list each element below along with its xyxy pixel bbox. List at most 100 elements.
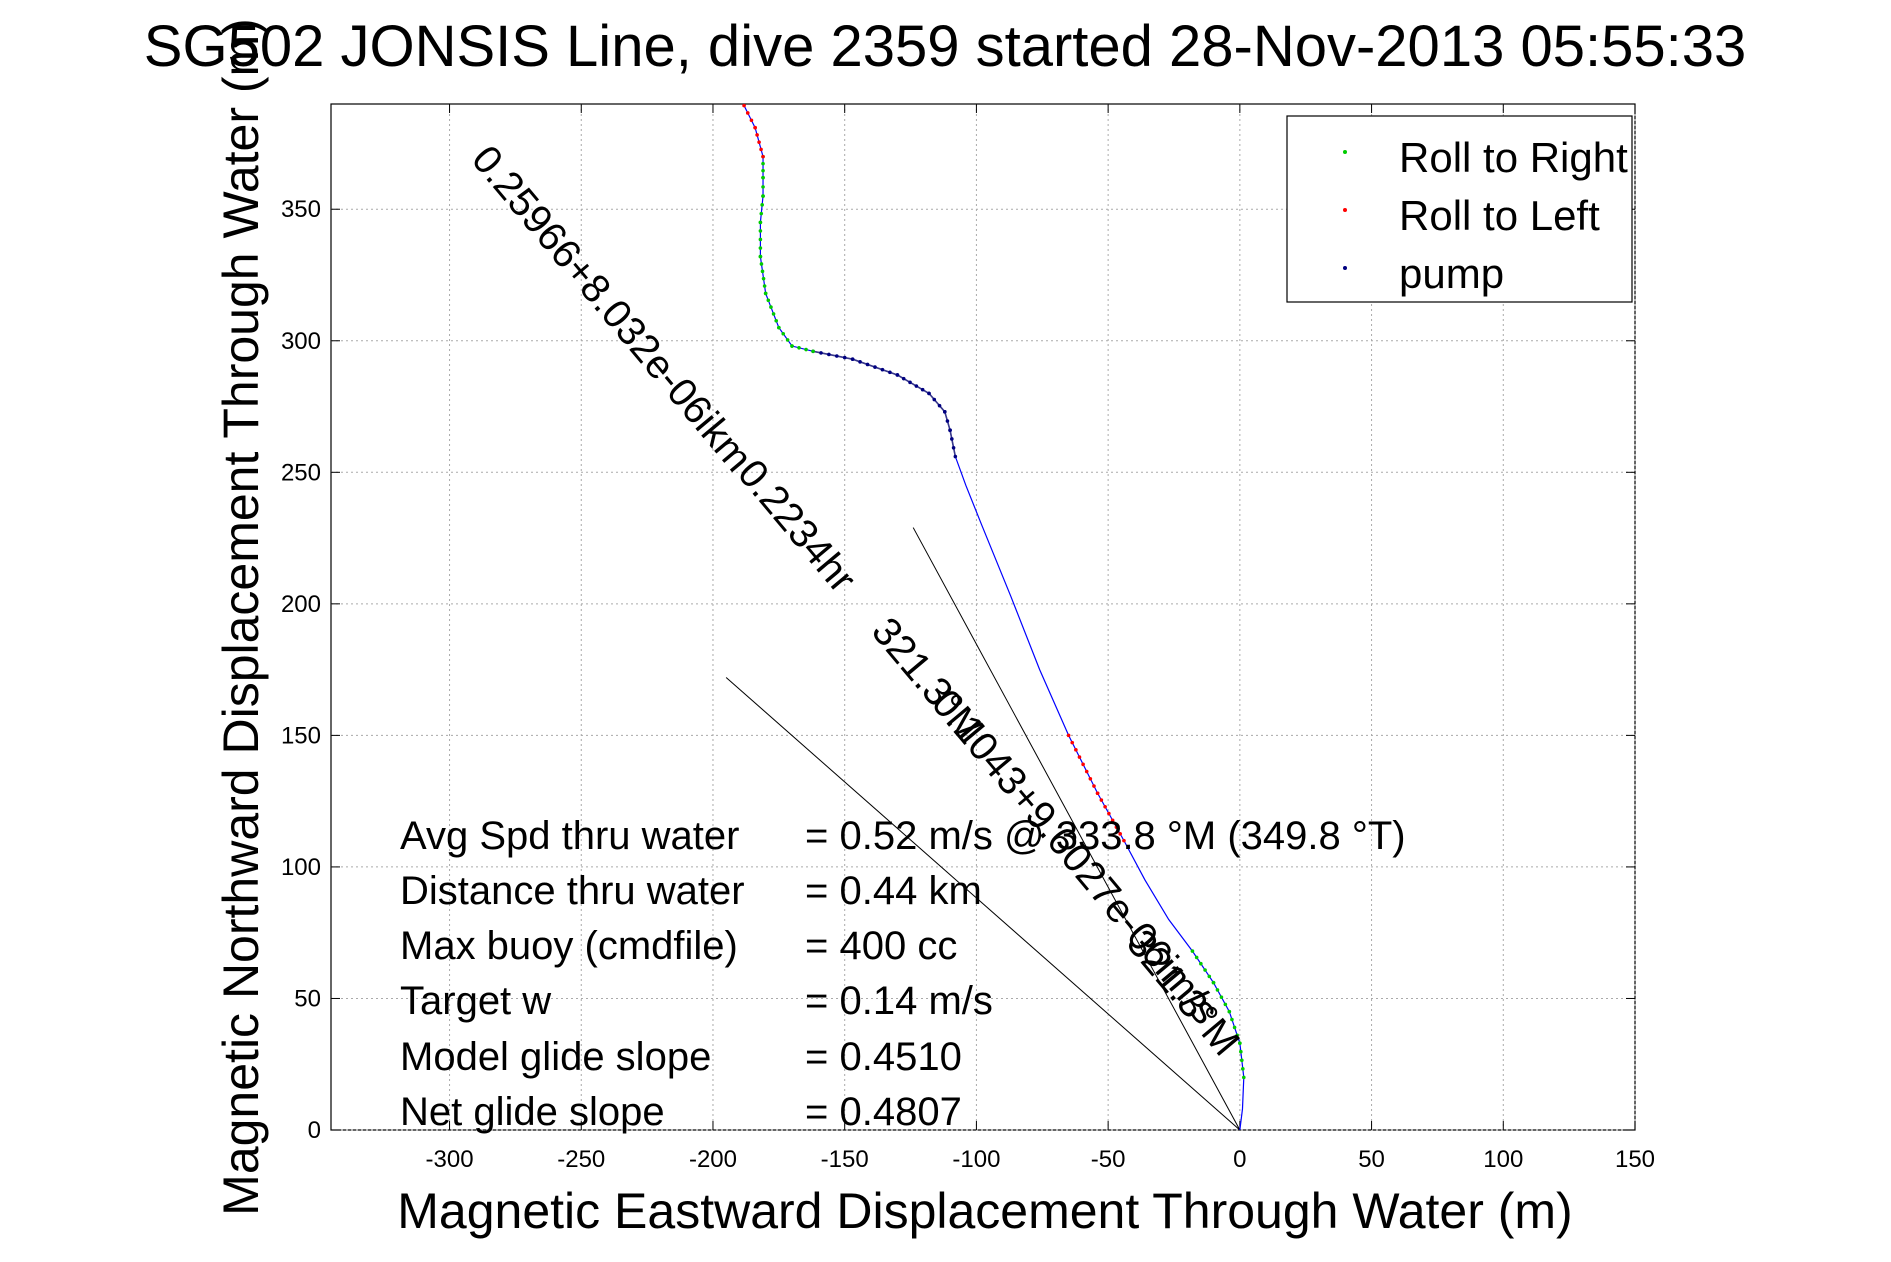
- pump-marker: [953, 454, 958, 459]
- roll-right-marker: [761, 185, 765, 189]
- pump-marker: [880, 367, 885, 372]
- pump-marker: [850, 357, 855, 361]
- x-tick-label: -300: [426, 1146, 474, 1173]
- stat-value: = 0.52 m/s @ 333.8 °M (349.8 °T): [805, 814, 1406, 858]
- pump-marker: [908, 380, 912, 385]
- x-tick-label: -200: [689, 1146, 737, 1173]
- roll-right-marker: [1230, 1017, 1234, 1022]
- roll-right-marker: [1211, 980, 1216, 985]
- roll-right-marker: [758, 229, 763, 233]
- roll-right-marker: [1238, 1041, 1242, 1045]
- x-tick-label: 50: [1358, 1146, 1385, 1173]
- legend: Roll to Right Roll to Left pump: [1286, 115, 1633, 303]
- roll-left-marker: [1066, 733, 1071, 738]
- roll-right-marker: [761, 168, 765, 173]
- roll-left-marker: [1084, 769, 1089, 774]
- dive-statistics: Avg Spd thru water = 0.52 m/s @ 333.8 °M…: [400, 814, 1406, 1134]
- roll-left-marker: [1114, 825, 1119, 829]
- legend-marker-roll-right: [1343, 150, 1347, 154]
- roll-left-marker: [1118, 832, 1122, 836]
- roll-right-marker: [1207, 974, 1212, 979]
- roll-right-marker: [1223, 1002, 1228, 1007]
- roll-left-marker: [1122, 838, 1126, 843]
- stat-label: Net glide slope: [400, 1090, 665, 1134]
- y-tick-label: 100: [281, 854, 321, 881]
- y-tick-label: 200: [281, 591, 321, 618]
- legend-label-pump: pump: [1399, 250, 1504, 297]
- roll-right-marker: [1242, 1075, 1246, 1080]
- pump-marker: [895, 373, 900, 377]
- y-tick-label: 0: [308, 1117, 321, 1144]
- roll-left-marker: [1103, 804, 1107, 809]
- roll-right-marker: [1199, 961, 1203, 966]
- pump-marker: [842, 355, 847, 360]
- x-tick-label: -150: [821, 1146, 869, 1173]
- stat-label: Model glide slope: [400, 1035, 711, 1079]
- pump-marker: [945, 419, 950, 423]
- roll-right-marker: [1215, 988, 1220, 992]
- roll-left-marker: [1074, 748, 1078, 752]
- roll-right-marker: [758, 220, 763, 225]
- roll-right-marker: [1219, 995, 1224, 999]
- axis-ticks: [331, 104, 1636, 1131]
- pump-segment: [928, 392, 946, 413]
- legend-marker-pump: [1343, 266, 1347, 270]
- roll-right-marker: [1190, 949, 1195, 953]
- y-tick-label: 300: [281, 328, 321, 355]
- roll-left-marker: [1095, 791, 1100, 796]
- roll-right-marker: [774, 318, 779, 323]
- roll-left-marker: [745, 111, 750, 115]
- roll-right-marker: [761, 175, 765, 180]
- roll-left-marker: [753, 125, 757, 130]
- roll-right-marker: [758, 254, 763, 259]
- stat-value: = 0.4807: [805, 1090, 962, 1134]
- roll-right-marker: [758, 246, 763, 250]
- track-markers: [742, 104, 1246, 1080]
- reference-lines: [725, 527, 1241, 1131]
- roll-left-marker: [1070, 740, 1075, 745]
- roll-left-marker: [757, 140, 761, 144]
- y-tick-labels: 0 50 100 150 200 250 300 350: [281, 196, 321, 1144]
- stat-value: = 0.14 m/s: [805, 979, 993, 1023]
- roll-right-marker: [790, 344, 794, 348]
- roll-right-marker: [785, 338, 790, 342]
- x-tick-label: 150: [1615, 1146, 1655, 1173]
- roll-right-marker: [1203, 968, 1207, 972]
- roll-left-marker: [1099, 798, 1104, 802]
- roll-left-marker: [759, 147, 763, 152]
- x-tick-label: 0: [1233, 1146, 1246, 1173]
- roll-right-marker: [1227, 1009, 1232, 1014]
- roll-right-marker: [763, 291, 768, 296]
- roll-right-marker: [1239, 1049, 1243, 1054]
- pump-marker: [937, 403, 942, 408]
- pump-marker: [943, 410, 947, 414]
- roll-right-marker: [1235, 1033, 1240, 1038]
- roll-right-marker: [1232, 1025, 1237, 1030]
- pump-marker: [888, 370, 892, 375]
- y-tick-label: 150: [281, 722, 321, 749]
- roll-right-marker: [1194, 955, 1199, 960]
- pump-marker: [858, 360, 862, 364]
- pump-marker: [932, 397, 937, 402]
- roll-left-marker: [1092, 784, 1096, 788]
- roll-left-marker: [1107, 811, 1111, 816]
- pump-marker: [920, 387, 925, 392]
- x-tick-labels: -300 -250 -200 -150 -100 -50 0 50 100 150: [426, 1146, 1656, 1173]
- stat-value: = 400 cc: [805, 924, 957, 968]
- roll-right-marker: [762, 284, 767, 288]
- stat-label: Avg Spd thru water: [400, 814, 739, 858]
- pump-marker: [951, 445, 956, 450]
- x-tick-label: 100: [1483, 1146, 1523, 1173]
- roll-right-marker: [777, 325, 781, 330]
- roll-right-marker: [771, 312, 776, 316]
- x-axis-label: Magnetic Eastward Displacement Through W…: [397, 1183, 1572, 1239]
- roll-right-marker: [761, 161, 765, 166]
- roll-right-marker: [761, 276, 766, 281]
- stat-label: Target w: [400, 979, 551, 1023]
- roll-left-marker: [1081, 762, 1085, 767]
- legend-label-roll-left: Roll to Left: [1399, 192, 1600, 239]
- roll-right-marker: [760, 203, 764, 207]
- roll-left-marker: [749, 118, 754, 123]
- roll-left-marker: [1110, 818, 1115, 823]
